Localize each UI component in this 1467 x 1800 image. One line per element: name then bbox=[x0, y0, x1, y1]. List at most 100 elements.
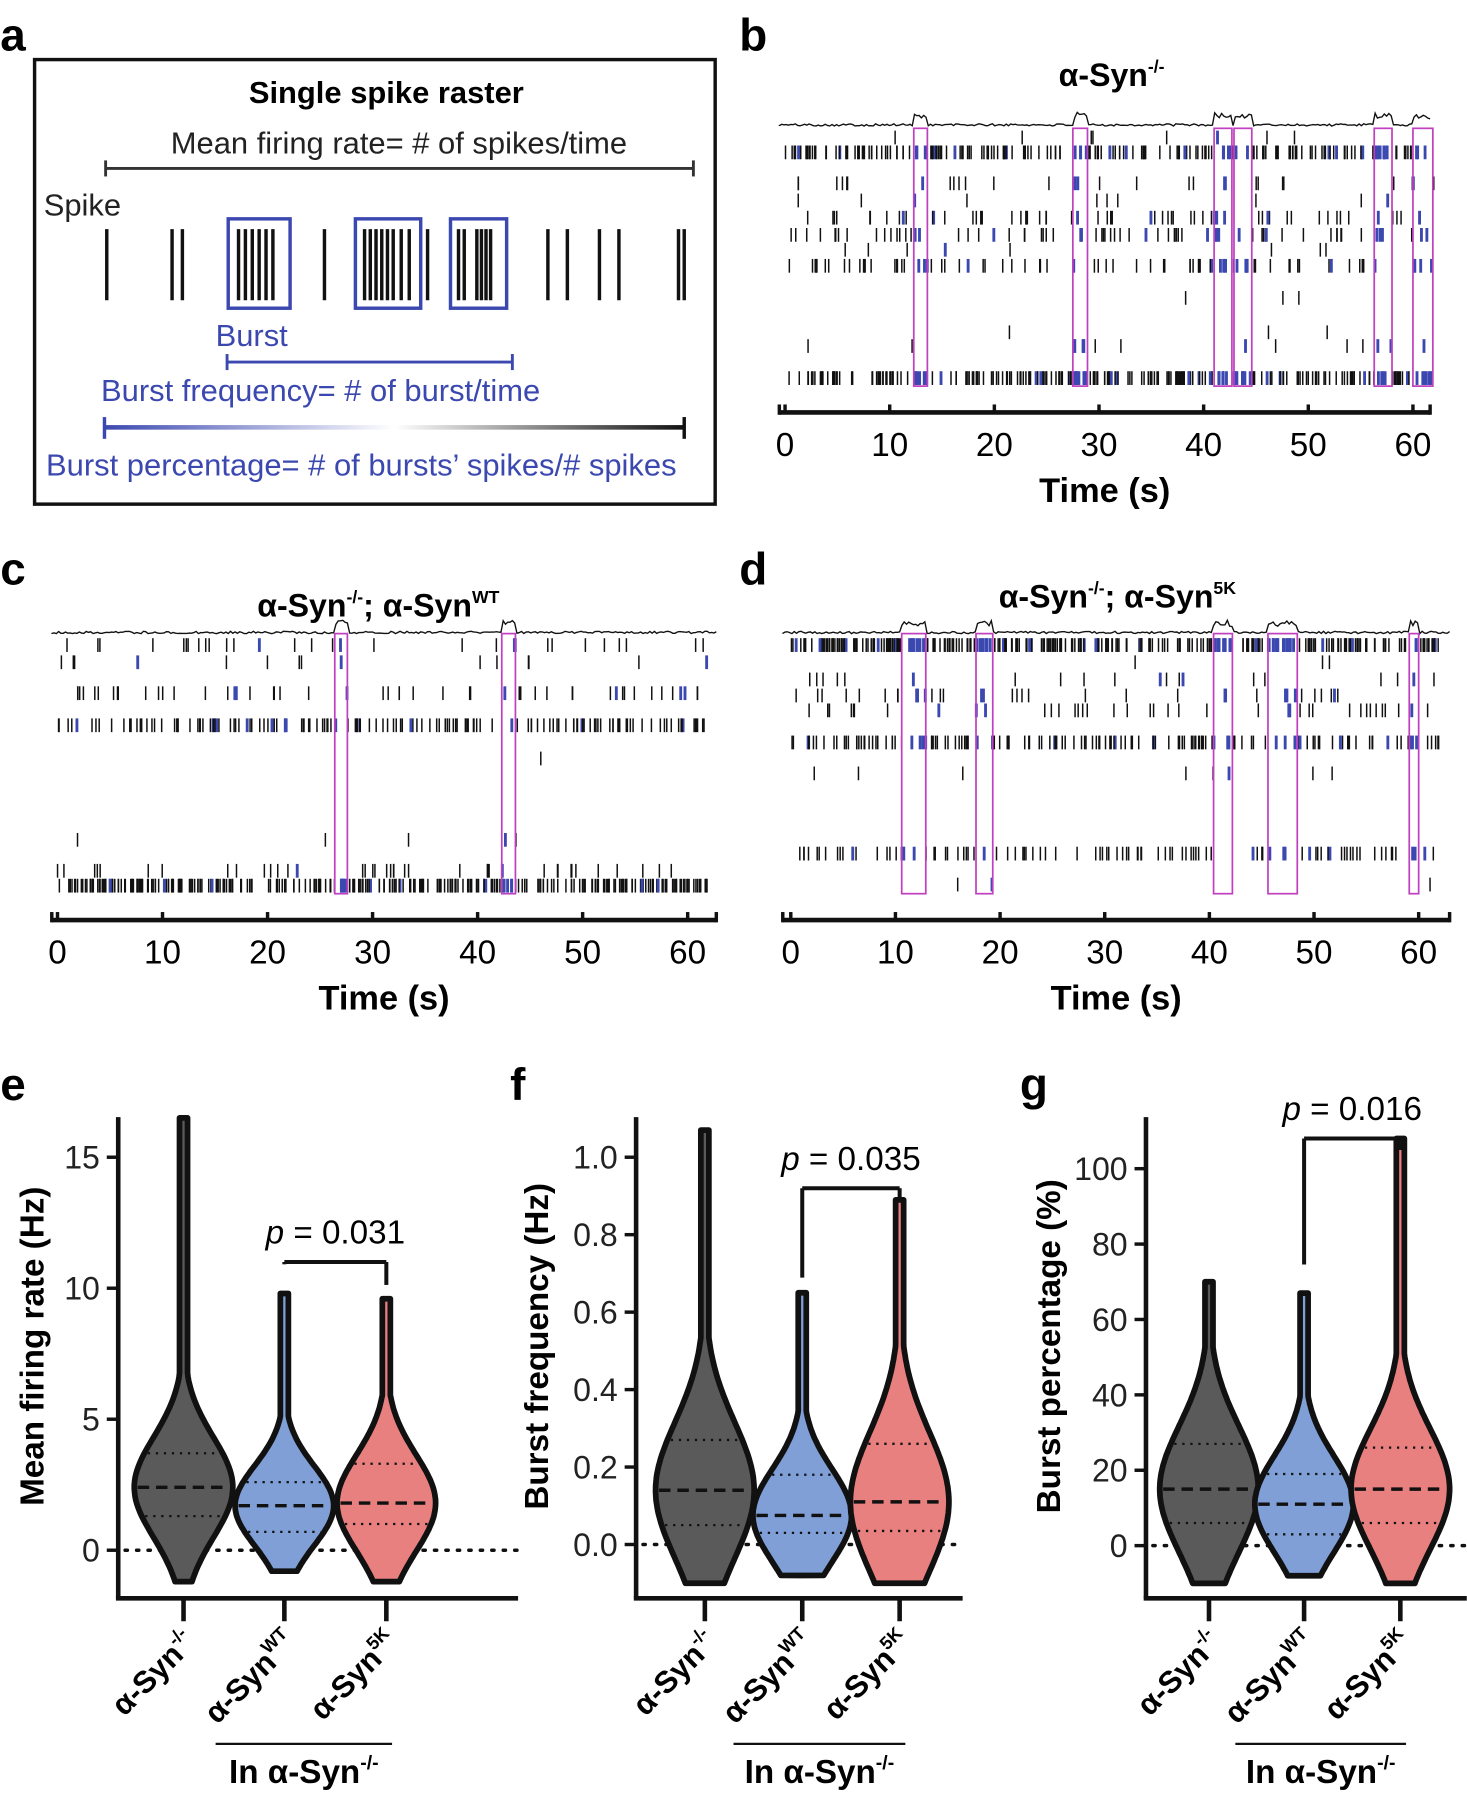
y-axis-label: Burst percentage (%) bbox=[1031, 1179, 1068, 1513]
x-tick-label: 60 bbox=[669, 935, 706, 972]
violin-body bbox=[652, 1127, 757, 1587]
title-part: α-Syn bbox=[1059, 57, 1148, 93]
raster-row bbox=[956, 877, 1431, 892]
y-tick-label: 0 bbox=[82, 1533, 100, 1569]
title-part: ; α-Syn bbox=[363, 587, 472, 623]
x-tick-label: 10 bbox=[871, 427, 908, 464]
raster-row bbox=[1184, 291, 1300, 305]
burst-frequency-text: Burst frequency= # of burst/time bbox=[101, 373, 540, 408]
panel-label-a: a bbox=[0, 9, 26, 60]
panel-label-g: g bbox=[1020, 1059, 1048, 1110]
y-tick-label: 0.4 bbox=[573, 1372, 618, 1408]
violin-0 bbox=[652, 1127, 757, 1587]
title-part: α-Syn bbox=[257, 587, 346, 623]
violin-body bbox=[131, 1115, 236, 1585]
burst-percentage-text: Burst percentage= # of bursts’ spikes/# … bbox=[46, 447, 677, 482]
burst-percentage-bracket bbox=[102, 417, 686, 439]
p-symbol: p bbox=[265, 1215, 284, 1252]
p-value: = 0.031 bbox=[284, 1215, 405, 1252]
y-axis-label: Burst frequency (Hz) bbox=[519, 1183, 556, 1510]
violin-body bbox=[847, 1196, 952, 1587]
panel-title: α-Syn-/-; α-SynWT bbox=[257, 587, 499, 623]
violin-2 bbox=[847, 1196, 952, 1587]
mean-rate-text: Mean firing rate= # of spikes/time bbox=[171, 126, 627, 161]
schematic-title: Single spike raster bbox=[249, 75, 524, 110]
category-label: α-Syn5K bbox=[301, 1622, 406, 1727]
p-value: = 0.016 bbox=[1301, 1091, 1422, 1128]
burst-window bbox=[1212, 632, 1234, 895]
x-tick-label: 40 bbox=[1191, 935, 1228, 972]
violin-body bbox=[1348, 1135, 1453, 1587]
burst-window bbox=[1071, 127, 1089, 387]
x-tick-label: 40 bbox=[1185, 427, 1222, 464]
x-tick-label: 60 bbox=[1394, 427, 1431, 464]
panel-title: α-Syn-/- bbox=[1059, 56, 1165, 92]
x-axis-label: Time (s) bbox=[318, 979, 449, 1017]
panel-label-e: e bbox=[0, 1059, 26, 1110]
violin-1 bbox=[1251, 1290, 1357, 1579]
raster-row bbox=[1134, 655, 1331, 670]
x-tick-label: 20 bbox=[249, 935, 286, 972]
raster-row bbox=[809, 672, 1435, 687]
burst-window bbox=[912, 127, 929, 387]
burst-text: Burst bbox=[216, 318, 289, 353]
y-tick-label: 5 bbox=[82, 1402, 100, 1438]
violin-body bbox=[1251, 1290, 1357, 1579]
x-tick-label: 60 bbox=[1400, 935, 1437, 972]
x-tick-label: 30 bbox=[1081, 427, 1118, 464]
y-axis-label: Mean firing rate (Hz) bbox=[15, 1187, 52, 1506]
category-label: α-Syn-/- bbox=[102, 1622, 202, 1722]
schematic-burst-boxes bbox=[226, 217, 509, 310]
superscript: -/- bbox=[1088, 578, 1105, 598]
category-label: α-Syn-/- bbox=[624, 1622, 724, 1722]
y-tick-label: 0.8 bbox=[573, 1217, 618, 1253]
x-tick-label: 10 bbox=[877, 935, 914, 972]
y-tick-label: 60 bbox=[1092, 1302, 1128, 1338]
burst-window bbox=[1412, 127, 1434, 387]
burst-window bbox=[975, 632, 994, 895]
x-tick-label: 50 bbox=[1290, 427, 1327, 464]
x-tick-label: 0 bbox=[48, 935, 66, 972]
violin-body bbox=[750, 1289, 855, 1579]
superscript: 5K bbox=[1213, 578, 1236, 598]
burst-window bbox=[1408, 632, 1420, 895]
raster-row bbox=[76, 832, 517, 847]
violin-body bbox=[1156, 1278, 1262, 1587]
y-tick-label: 20 bbox=[1092, 1453, 1128, 1489]
raster-row bbox=[58, 878, 708, 893]
panel-title: α-Syn-/-; α-Syn5K bbox=[999, 578, 1237, 614]
group-label-base: In α-Syn bbox=[1246, 1754, 1377, 1791]
burst-frequency-bracket bbox=[225, 354, 514, 371]
y-tick-label: 1.0 bbox=[573, 1140, 618, 1176]
raster-panel-b: α-Syn-/- 0 10 20 30 40 50 60 Time (s) bbox=[776, 56, 1435, 510]
category-label: α-SynWT bbox=[195, 1622, 303, 1730]
p-value-label: p = 0.035 bbox=[780, 1141, 920, 1178]
violin-2 bbox=[334, 1295, 439, 1585]
x-tick-label: 50 bbox=[1296, 935, 1333, 972]
raster-row bbox=[799, 846, 1435, 861]
raster-row bbox=[808, 703, 1429, 718]
significance-bracket bbox=[1302, 1136, 1403, 1265]
raster-row bbox=[788, 258, 1433, 273]
violin-1 bbox=[232, 1290, 337, 1575]
y-tick-label: 0 bbox=[1110, 1528, 1128, 1564]
p-symbol: p bbox=[1281, 1091, 1300, 1128]
x-tick-label: 10 bbox=[144, 935, 181, 972]
raster-row bbox=[76, 686, 699, 701]
p-value-label: p = 0.031 bbox=[265, 1215, 405, 1252]
x-tick-label: 20 bbox=[976, 427, 1013, 464]
raster-row bbox=[56, 863, 673, 878]
violin-1 bbox=[750, 1289, 855, 1579]
panel-label-f: f bbox=[510, 1059, 526, 1110]
x-axis-label: Time (s) bbox=[1051, 979, 1182, 1017]
burst-window bbox=[500, 632, 517, 895]
burst-window bbox=[1233, 127, 1253, 387]
panel-label-d: d bbox=[739, 543, 767, 594]
spike-text: Spike bbox=[44, 187, 121, 222]
y-tick-label: 100 bbox=[1074, 1151, 1128, 1187]
raster-row bbox=[790, 638, 1439, 652]
raster-row bbox=[1008, 325, 1328, 340]
raster-panel-d: α-Syn-/-; α-Syn5K 0 10 20 30 40 50 60 Time (s) bbox=[781, 578, 1452, 1017]
